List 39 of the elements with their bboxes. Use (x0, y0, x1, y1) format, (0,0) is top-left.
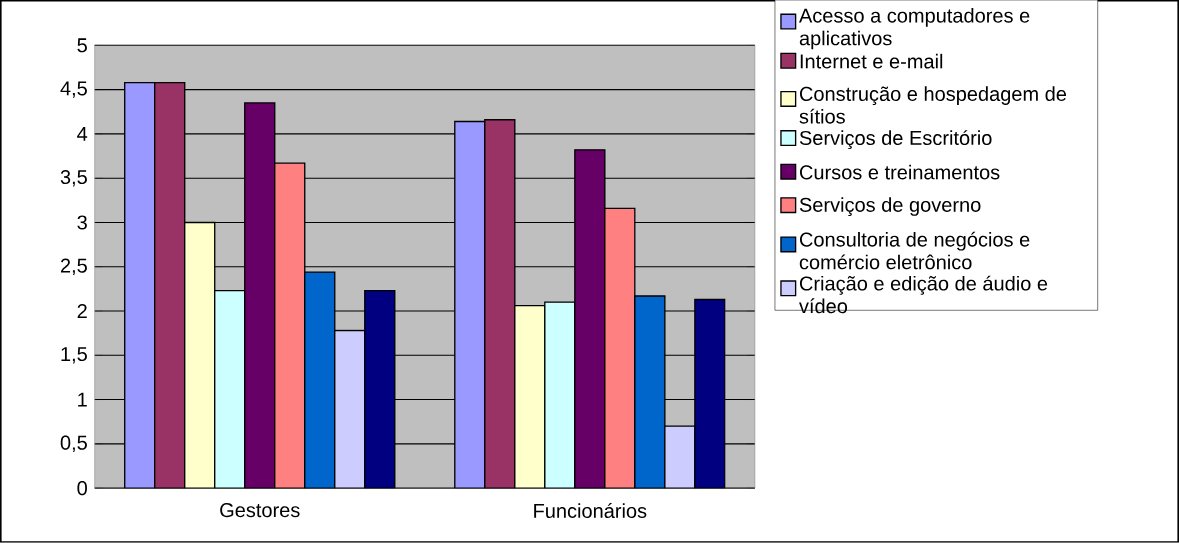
bar (274, 162, 306, 489)
y-tick-label: 3,5 (60, 170, 87, 187)
y-tick-label: 0 (77, 481, 87, 496)
y-tick-label: 3 (77, 215, 87, 230)
bar (334, 329, 366, 489)
bar (634, 295, 666, 489)
y-tick-label: 1 (78, 392, 87, 407)
legend-label: Serviços de governo (799, 197, 981, 217)
bar (544, 301, 576, 489)
bar (664, 425, 696, 489)
bar (124, 81, 156, 489)
legend-label: Construção e hospedagem de sítios (799, 86, 1067, 124)
y-tick-label: 2 (77, 304, 87, 319)
y-tick-label: 1,5 (61, 347, 87, 364)
bar (364, 290, 396, 489)
bar (484, 119, 516, 489)
legend-label: Consultoria de negócios e comércio eletrônico (799, 231, 1030, 270)
y-tick-label: 4,5 (60, 81, 87, 98)
legend-label: Cursos e treinamentos (799, 164, 1000, 180)
x-tick-label: Funcionários (534, 503, 647, 519)
bar (304, 271, 336, 489)
bar (694, 298, 726, 489)
bar (514, 305, 546, 489)
bar (244, 102, 276, 489)
bar (154, 81, 186, 489)
y-tick-label: 2,5 (60, 258, 87, 276)
bar (574, 149, 606, 489)
bar (214, 290, 246, 489)
y-tick-label: 5 (77, 38, 87, 53)
y-tick-label: 0,5 (60, 435, 87, 453)
legend-label: Acesso a computadores e aplicativos (799, 8, 1030, 50)
bar (604, 207, 636, 489)
bar (184, 221, 216, 489)
legend-label: Internet e e-mail (800, 53, 943, 69)
legend-label: Criação e edição de áudio e vídeo (799, 275, 1048, 314)
bar (454, 120, 486, 489)
x-tick-label: Gestores (220, 503, 300, 518)
y-tick-label: 4 (77, 127, 88, 141)
legend-label: Serviços de Escritório (799, 130, 992, 150)
